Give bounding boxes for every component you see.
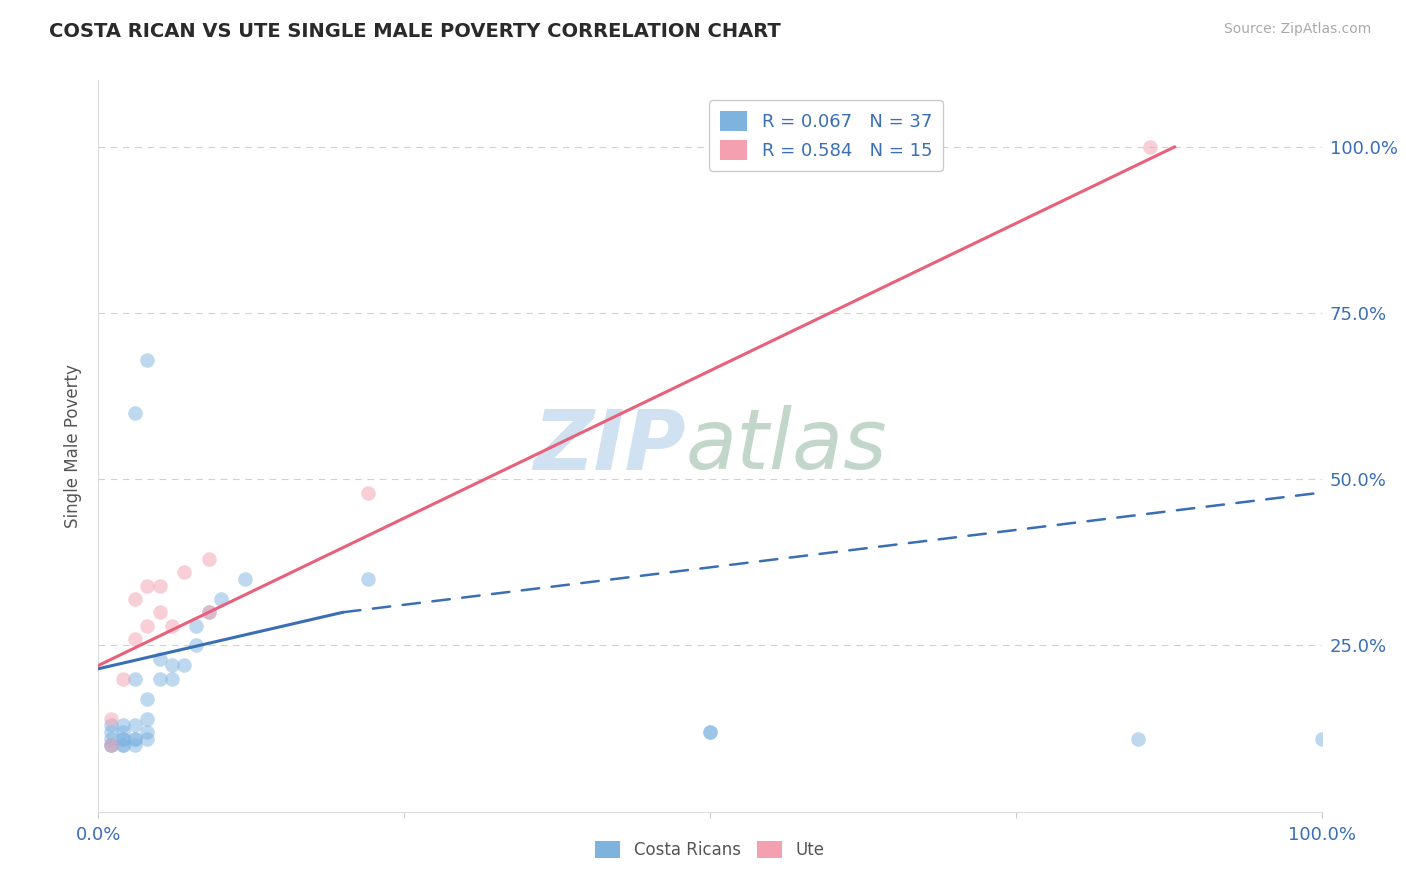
Point <box>136 691 159 706</box>
Point <box>136 712 159 726</box>
Point <box>100 712 122 726</box>
Point <box>100 738 122 752</box>
Point <box>160 618 183 632</box>
Y-axis label: Single Male Poverty: Single Male Poverty <box>65 364 83 528</box>
Text: ZIP: ZIP <box>533 406 686 486</box>
Point <box>186 639 208 653</box>
Point <box>100 725 122 739</box>
Point <box>111 731 134 746</box>
Point <box>356 485 378 500</box>
Text: COSTA RICAN VS UTE SINGLE MALE POVERTY CORRELATION CHART: COSTA RICAN VS UTE SINGLE MALE POVERTY C… <box>49 22 780 41</box>
Legend: Costa Ricans, Ute: Costa Ricans, Ute <box>589 834 831 865</box>
Point <box>124 632 146 646</box>
Point <box>111 718 134 732</box>
Text: atlas: atlas <box>686 406 887 486</box>
Point <box>100 738 122 752</box>
Point <box>124 672 146 686</box>
Point <box>136 579 159 593</box>
Point <box>233 572 256 586</box>
Point <box>173 566 195 580</box>
Point <box>197 605 219 619</box>
Point <box>136 731 159 746</box>
Point <box>136 352 159 367</box>
Text: Source: ZipAtlas.com: Source: ZipAtlas.com <box>1223 22 1371 37</box>
Point <box>136 618 159 632</box>
Point <box>149 579 172 593</box>
Point <box>136 725 159 739</box>
Point <box>1128 731 1150 746</box>
Point <box>160 672 183 686</box>
Point <box>197 552 219 566</box>
Point <box>699 725 721 739</box>
Point <box>111 731 134 746</box>
Point <box>209 591 232 606</box>
Point <box>124 591 146 606</box>
Point <box>124 731 146 746</box>
Point <box>186 618 208 632</box>
Point <box>124 406 146 420</box>
Point <box>111 725 134 739</box>
Point <box>124 718 146 732</box>
Point <box>356 572 378 586</box>
Point <box>197 605 219 619</box>
Point <box>699 725 721 739</box>
Point <box>124 731 146 746</box>
Point <box>1139 140 1161 154</box>
Point <box>100 731 122 746</box>
Point <box>124 738 146 752</box>
Point <box>100 738 122 752</box>
Point <box>1310 731 1333 746</box>
Point <box>173 658 195 673</box>
Point <box>100 718 122 732</box>
Point <box>160 658 183 673</box>
Point <box>111 738 134 752</box>
Point <box>111 672 134 686</box>
Point <box>149 652 172 666</box>
Point <box>111 738 134 752</box>
Point <box>149 605 172 619</box>
Point <box>149 672 172 686</box>
